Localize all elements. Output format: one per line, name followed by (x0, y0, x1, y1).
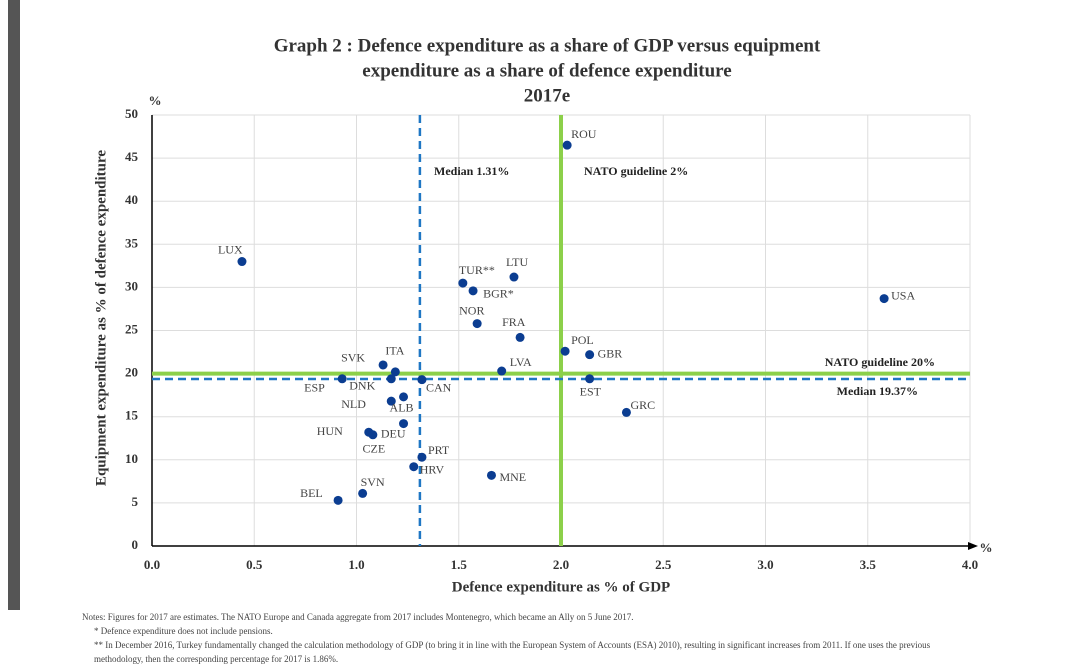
point-label: BEL (300, 486, 323, 500)
point-label: GRC (630, 398, 655, 412)
point (560, 346, 570, 356)
y-tick-label: 15 (125, 408, 139, 423)
point (399, 392, 409, 402)
point-label: HRV (420, 462, 445, 476)
y-tick-label: 30 (125, 278, 138, 293)
point-label: DNK (349, 379, 375, 393)
point-label: NLD (341, 397, 366, 411)
x-tick-label: 0.5 (246, 557, 263, 572)
notes: Notes: Figures for 2017 are estimates. T… (82, 610, 972, 666)
chart: Graph 2 : Defence expenditure as a share… (8, 0, 993, 610)
point (509, 272, 519, 282)
x-tick-label: 2.0 (553, 557, 569, 572)
point (515, 332, 525, 342)
point-label: EST (580, 385, 602, 399)
x-axis-label: Defence expenditure as % of GDP (452, 579, 670, 595)
point-label: USA (891, 288, 915, 302)
y-tick-label: 35 (125, 235, 139, 250)
chart-title: expenditure as a share of defence expend… (362, 60, 731, 81)
x-tick-label: 4.0 (962, 557, 978, 572)
y-tick-label: 40 (125, 192, 138, 207)
point (458, 278, 468, 288)
point (368, 430, 378, 440)
x-tick-label: 1.5 (451, 557, 468, 572)
x-tick-label: 3.0 (757, 557, 773, 572)
point-label: LVA (510, 355, 532, 369)
y-tick-label: 20 (125, 365, 138, 380)
point-label: ESP (304, 381, 325, 395)
point-label: BGR* (483, 287, 514, 301)
y-tick-label: 50 (125, 106, 138, 121)
point-label: POL (571, 333, 594, 347)
point-label: FRA (502, 315, 526, 329)
point (621, 407, 631, 417)
x-tick-label: 0.0 (144, 557, 160, 572)
note: Notes: Figures for 2017 are estimates. T… (82, 612, 634, 622)
point (486, 470, 496, 480)
point (399, 419, 409, 429)
y-tick-label: 25 (125, 321, 139, 336)
x-axis-arrow (968, 542, 978, 550)
point-label: SVK (341, 351, 365, 365)
point (390, 367, 400, 377)
point-label: CZE (363, 441, 386, 455)
point-label: DEU (381, 427, 406, 441)
x-tick-label: 3.5 (860, 557, 877, 572)
point-label: SVN (361, 475, 385, 489)
point-label: NOR (459, 303, 484, 317)
point-label: LTU (506, 255, 529, 269)
point (417, 375, 427, 385)
point (472, 319, 482, 329)
reference-label: Median 19.37% (837, 384, 918, 398)
note: ** In December 2016, Turkey fundamentall… (94, 640, 931, 664)
point (417, 452, 427, 462)
point (337, 374, 347, 384)
point (497, 366, 507, 376)
y-unit: % (149, 93, 162, 108)
point-label: TUR** (459, 263, 495, 277)
point-label: LUX (218, 242, 243, 256)
point (879, 294, 889, 304)
chart-subtitle: 2017e (524, 85, 570, 106)
point-label: CAN (426, 380, 452, 394)
point-label: ROU (571, 127, 597, 141)
x-tick-label: 2.5 (655, 557, 672, 572)
point (333, 495, 343, 505)
y-tick-label: 10 (125, 451, 138, 466)
point-label: PRT (428, 443, 450, 457)
reference-label: NATO guideline 20% (825, 355, 935, 369)
y-axis-label: Equipment expenditure as % of defence ex… (93, 150, 109, 486)
x-unit: % (980, 540, 993, 555)
reference-label: Median 1.31% (434, 164, 509, 178)
chart-title: Graph 2 : Defence expenditure as a share… (274, 35, 821, 56)
y-tick-label: 45 (125, 149, 139, 164)
reference-label: NATO guideline 2% (584, 164, 688, 178)
point-label: ITA (385, 344, 404, 358)
point-label: MNE (499, 470, 526, 484)
point-label: ALB (390, 401, 414, 415)
point (409, 462, 419, 472)
y-tick-label: 5 (132, 494, 139, 509)
point (378, 360, 388, 370)
y-tick-label: 0 (132, 537, 139, 552)
x-tick-label: 1.0 (348, 557, 364, 572)
point (468, 286, 478, 296)
point (562, 140, 572, 150)
point (358, 488, 368, 498)
point (585, 350, 595, 360)
point (386, 374, 396, 384)
note: * Defence expenditure does not include p… (94, 626, 273, 636)
side-bar (8, 0, 20, 610)
point (237, 257, 247, 267)
point-label: HUN (317, 424, 343, 438)
point (585, 374, 595, 384)
point-label: GBR (598, 346, 623, 360)
point (386, 396, 396, 406)
